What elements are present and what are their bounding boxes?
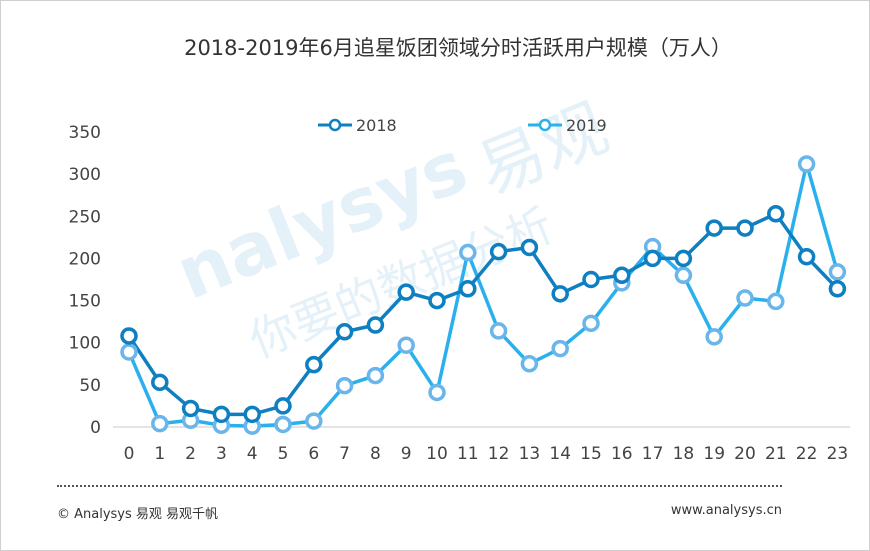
data-point-2018 [582, 270, 600, 289]
data-point-2019 [797, 155, 816, 173]
data-point-2019 [274, 415, 292, 434]
data-point-2019 [397, 336, 415, 354]
data-point-2019 [120, 343, 138, 361]
data-point-2018 [674, 249, 693, 268]
data-point-2018 [767, 205, 785, 223]
x-tick-label: 7 [339, 444, 350, 464]
data-point-2018 [151, 373, 169, 392]
x-tick-label: 2 [185, 444, 196, 464]
x-tick-label: 13 [519, 444, 541, 464]
data-point-2018 [212, 405, 231, 424]
legend-label: 2018 [356, 116, 397, 135]
data-point-2018 [459, 280, 477, 298]
data-point-2019 [582, 314, 600, 333]
data-point-2019 [151, 414, 169, 433]
data-point-2018 [335, 323, 354, 341]
y-tick-label: 50 [79, 376, 101, 396]
chart-title: 2018-2019年6月追星饭团领域分时活跃用户规模（万人） [184, 36, 732, 60]
x-tick-label: 6 [308, 444, 319, 464]
data-point-2018 [397, 283, 415, 301]
data-point-2018 [643, 249, 662, 268]
y-tick-label: 100 [69, 334, 101, 354]
x-tick-label: 14 [549, 444, 571, 464]
x-tick-label: 22 [796, 444, 818, 464]
footer-divider [57, 485, 782, 487]
data-point-2018 [366, 316, 385, 334]
x-tick-label: 5 [278, 444, 289, 464]
footer-copyright: © Analysys 易观 易观千帆 [57, 507, 219, 522]
y-tick-label: 0 [90, 418, 101, 438]
data-point-2019 [520, 355, 539, 373]
footer-website: www.analysys.cn [670, 503, 782, 518]
data-point-2018 [551, 285, 569, 303]
x-tick-label: 9 [401, 444, 412, 464]
data-point-2018 [181, 399, 200, 418]
x-tick-label: 8 [370, 444, 381, 464]
data-point-2019 [674, 266, 693, 285]
data-point-2018 [274, 397, 292, 415]
x-tick-label: 20 [734, 444, 756, 464]
data-point-2018 [489, 242, 508, 261]
x-tick-label: 11 [457, 444, 479, 464]
y-tick-label: 200 [69, 249, 101, 269]
y-tick-label: 300 [69, 165, 101, 185]
data-point-2018 [243, 405, 261, 424]
x-tick-label: 3 [216, 444, 227, 464]
watermark-logo-cn: 易观 [467, 89, 618, 210]
x-tick-label: 18 [673, 444, 695, 464]
y-tick-label: 350 [69, 123, 101, 143]
x-tick-label: 1 [154, 444, 165, 464]
x-tick-label: 15 [580, 444, 602, 464]
data-point-2019 [366, 366, 385, 385]
x-tick-label: 21 [765, 444, 787, 464]
x-tick-label: 16 [611, 444, 633, 464]
legend: 2018 2019 [318, 116, 607, 135]
x-tick-label: 19 [703, 444, 725, 464]
data-point-2018 [705, 219, 723, 237]
data-point-2019 [828, 263, 847, 281]
data-point-2019 [736, 289, 754, 307]
y-tick-label: 150 [69, 292, 101, 312]
data-point-2018 [520, 238, 539, 257]
series-layer [120, 155, 847, 435]
data-point-2018 [736, 219, 754, 237]
x-tick-label: 0 [124, 444, 135, 464]
x-axis-ticks: 0 1 2 3 4 5 6 7 8 9 10 11 12 13 14 15 16 17 18 19 20 21 22 23 [124, 444, 849, 464]
x-tick-label: 23 [827, 444, 849, 464]
data-point-2019 [489, 322, 508, 340]
x-tick-label: 4 [247, 444, 258, 464]
legend-label: 2019 [566, 116, 607, 135]
data-point-2019 [428, 383, 446, 402]
y-axis-ticks: 0 50 100 150 200 250 300 350 [69, 123, 101, 438]
y-tick-label: 250 [69, 207, 101, 227]
data-point-2018 [120, 327, 138, 345]
x-tick-label: 10 [426, 444, 448, 464]
legend-marker [328, 118, 342, 132]
x-tick-label: 12 [488, 444, 510, 464]
x-tick-label: 17 [642, 444, 664, 464]
data-point-2018 [613, 266, 631, 285]
data-point-2019 [335, 376, 354, 395]
legend-marker [538, 118, 552, 132]
data-point-2018 [428, 291, 446, 310]
data-point-2019 [305, 412, 323, 430]
data-point-2019 [459, 243, 477, 262]
data-point-2018 [797, 247, 816, 266]
data-point-2019 [767, 292, 785, 311]
data-point-2018 [828, 280, 847, 298]
data-point-2019 [705, 328, 723, 346]
data-point-2019 [551, 339, 569, 358]
data-point-2018 [305, 355, 323, 374]
